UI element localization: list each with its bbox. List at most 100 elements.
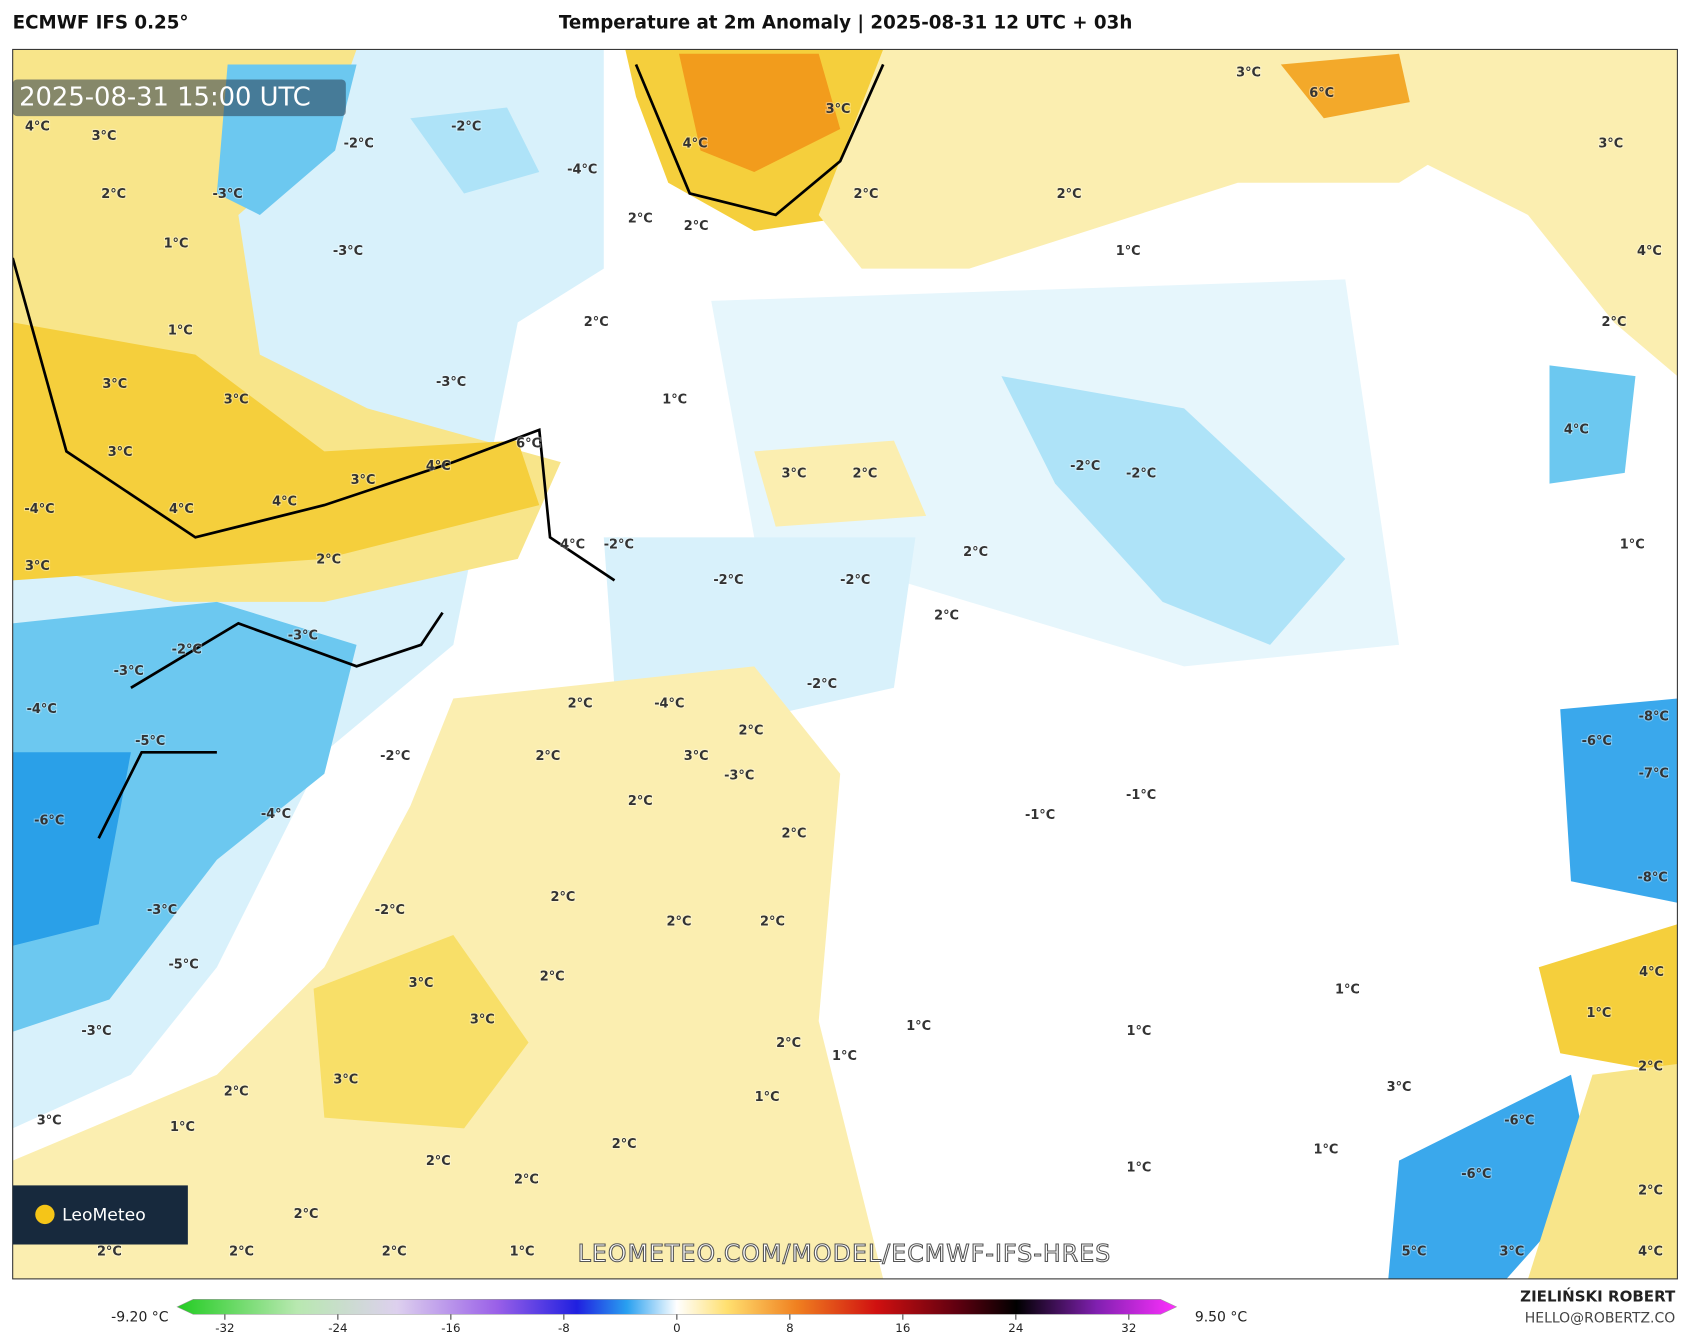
contour-label: 2°C: [550, 890, 575, 905]
contour-label: -3°C: [333, 244, 363, 259]
contour-label: 2°C: [782, 826, 807, 841]
contour-label: 1°C: [662, 392, 687, 407]
title: Temperature at 2m Anomaly | 2025-08-31 1…: [559, 13, 1132, 34]
contour-label: 2°C: [1638, 1183, 1663, 1198]
contour-label: -8°C: [1638, 871, 1668, 886]
contour-label: 3°C: [470, 1012, 495, 1027]
colorbar-tick-label: 0: [673, 1321, 681, 1335]
colorbar-tick-label: -8: [558, 1321, 570, 1335]
contour-label: -4°C: [24, 502, 54, 517]
contour-label: 3°C: [108, 445, 133, 460]
contour-label: -4°C: [261, 807, 291, 822]
contour-label: 1°C: [832, 1049, 857, 1064]
colorbar-tick-label: -24: [328, 1321, 347, 1335]
contour-label: 2°C: [224, 1084, 249, 1099]
contour-label: 2°C: [684, 219, 709, 234]
contour-label: 2°C: [1057, 187, 1082, 202]
contour-label: -2°C: [604, 537, 634, 552]
contour-label: 2°C: [382, 1245, 407, 1260]
contour-label: 2°C: [97, 1245, 122, 1260]
contour-label: -3°C: [724, 768, 754, 783]
contour-label: 6°C: [516, 436, 541, 451]
contour-label: 3°C: [37, 1113, 62, 1128]
contour-label: 1°C: [1587, 1006, 1612, 1021]
colorbar-tick-label: -16: [441, 1321, 460, 1335]
contour-label: 1°C: [1335, 982, 1360, 997]
colorbar-min: -9.20 °C: [111, 1310, 168, 1326]
contour-label: 3°C: [782, 466, 807, 481]
valid-time: 2025-08-31 15:00 UTC: [19, 82, 311, 112]
email: HELLO@ROBERTZ.CO: [1525, 1311, 1675, 1327]
contour-label: -2°C: [807, 677, 837, 692]
contour-label: 4°C: [169, 502, 194, 517]
contour-label: 1°C: [1116, 244, 1141, 259]
contour-label: -3°C: [436, 375, 466, 390]
contour-label: -6°C: [1504, 1113, 1534, 1128]
colorbar-tick-label: 32: [1121, 1321, 1136, 1335]
contour-label: 2°C: [568, 696, 593, 711]
contour-label: 4°C: [1638, 1245, 1663, 1260]
contour-label: 3°C: [1387, 1080, 1412, 1095]
colorbar-max: 9.50 °C: [1195, 1310, 1247, 1326]
contour-label: 4°C: [1637, 244, 1662, 259]
contour-label: 1°C: [1127, 1161, 1152, 1176]
watermark: LEOMETEO.COM/MODEL/ECMWF-IFS-HRES: [578, 1240, 1112, 1268]
contour-label: 1°C: [755, 1090, 780, 1105]
contour-label: 1°C: [170, 1120, 195, 1135]
contour-label: 3°C: [351, 473, 376, 488]
contour-label: -6°C: [1582, 734, 1612, 749]
contour-label: 2°C: [934, 608, 959, 623]
contour-label: -1°C: [1025, 808, 1055, 823]
contour-label: 2°C: [1638, 1060, 1663, 1075]
contour-label: 1°C: [1127, 1024, 1152, 1039]
colorbar-tick-label: 24: [1008, 1321, 1023, 1335]
contour-label: 2°C: [739, 723, 764, 738]
contour-label: 1°C: [1314, 1142, 1339, 1157]
contour-label: 2°C: [316, 552, 341, 567]
contour-label: 2°C: [514, 1173, 539, 1188]
contour-label: 2°C: [628, 794, 653, 809]
contour-label: -2°C: [840, 573, 870, 588]
map-frame: [12, 48, 1678, 1280]
contour-label: -4°C: [567, 162, 597, 177]
contour-label: 5°C: [1402, 1245, 1427, 1260]
contour-label: 2°C: [776, 1036, 801, 1051]
contour-label: 2°C: [854, 187, 879, 202]
logo: LeoMeteo: [62, 1205, 146, 1225]
contour-label: -6°C: [1461, 1167, 1491, 1182]
contour-label: 3°C: [25, 559, 50, 574]
contour-label: 2°C: [584, 315, 609, 330]
valid-time-box: [12, 79, 346, 117]
colorbar-tick-label: 16: [895, 1321, 910, 1335]
logo-sun: [35, 1204, 55, 1225]
contour-label: -2°C: [451, 119, 481, 134]
model-name: ECMWF IFS 0.25°: [13, 13, 189, 34]
contour-label: -6°C: [34, 814, 64, 829]
colorbar-tick-label: -32: [215, 1321, 234, 1335]
contour-label: 4°C: [1564, 422, 1589, 437]
contour-label: -2°C: [713, 573, 743, 588]
contour-label: 2°C: [852, 466, 877, 481]
contour-label: 3°C: [409, 976, 434, 991]
contour-label: 4°C: [25, 119, 50, 134]
contour-label: -3°C: [81, 1024, 111, 1039]
author: ZIELIŃSKI ROBERT: [1520, 1287, 1676, 1306]
contour-label: 1°C: [164, 236, 189, 251]
contour-label: -4°C: [654, 696, 684, 711]
contour-label: -4°C: [27, 702, 57, 717]
contour-label: 2°C: [229, 1245, 254, 1260]
contour-label: 3°C: [684, 749, 709, 764]
contour-label: 2°C: [667, 915, 692, 930]
contour-label: 3°C: [102, 377, 127, 392]
contour-label: -2°C: [375, 903, 405, 918]
contour-label: 4°C: [272, 494, 297, 509]
contour-label: 2°C: [540, 969, 565, 984]
contour-label: 3°C: [333, 1073, 358, 1088]
contour-labels: 4°C 3°C -2°C -2°C -4°C 4°C 3°C 3°C 6°C 3°C 2°C -3°C…: [23, 65, 1670, 1261]
contour-label: 4°C: [1639, 965, 1664, 980]
contour-label: -8°C: [1639, 709, 1669, 724]
contour-label: 3°C: [1236, 66, 1261, 81]
contour-label: 3°C: [826, 102, 851, 117]
